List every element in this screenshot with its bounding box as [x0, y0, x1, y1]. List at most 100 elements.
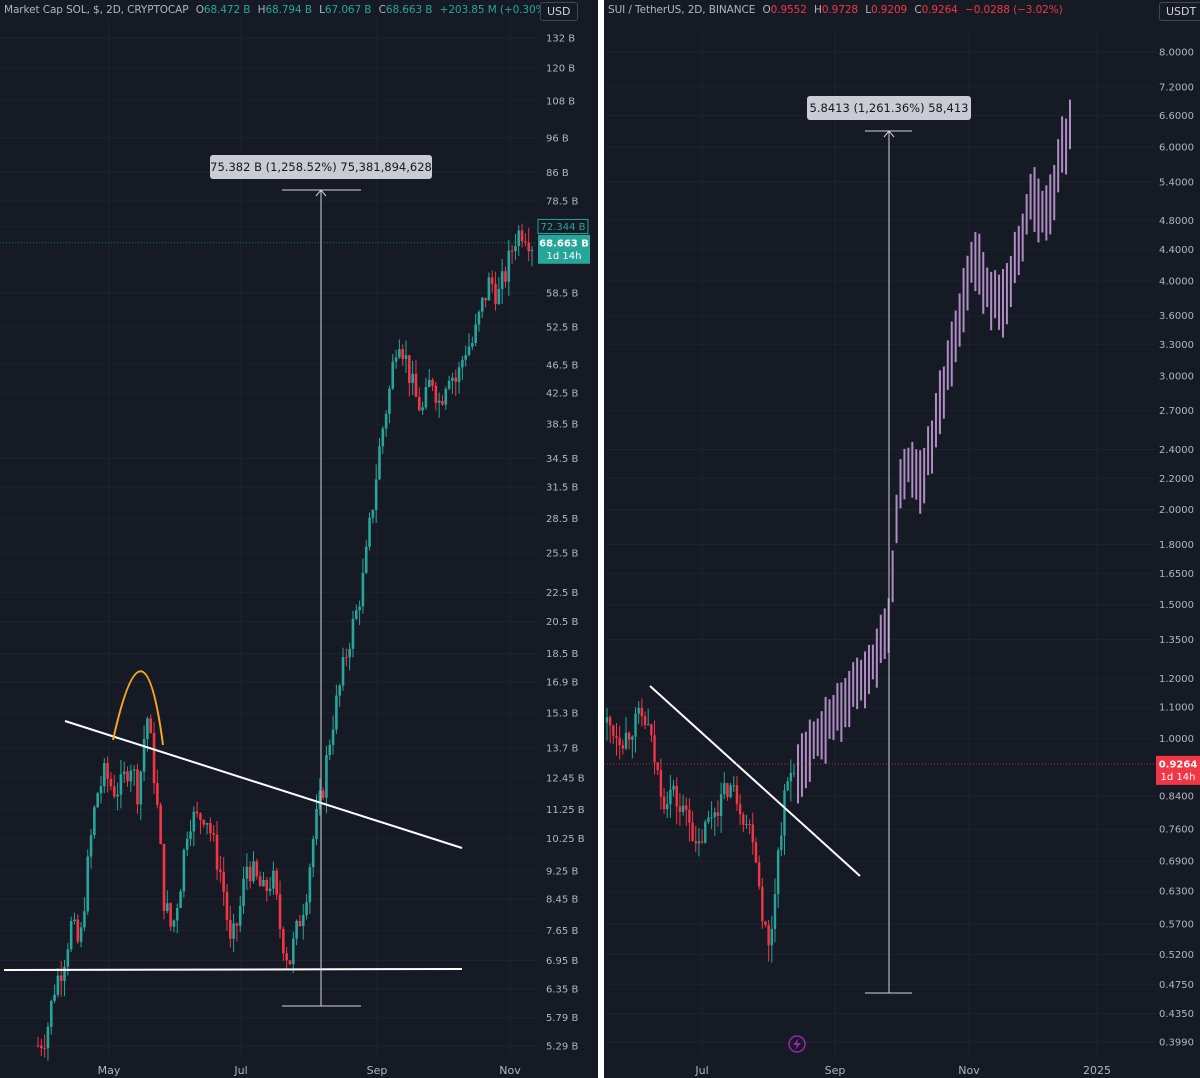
sui-high-value: 0.9728	[821, 4, 858, 16]
sui-candle-body	[729, 785, 732, 798]
sui-y-tick-label: 6.6000	[1159, 111, 1194, 122]
sui-candle-body	[659, 770, 663, 797]
sol-y-tick-label: 12.45 B	[546, 773, 585, 784]
sol-candle-body	[295, 921, 298, 939]
sol-candle-body	[345, 657, 348, 659]
sol-candle-body	[348, 648, 351, 658]
sol-x-tick-label: Jul	[233, 1064, 247, 1077]
sui-candle-body	[624, 732, 628, 749]
sol-candle-body	[46, 1026, 50, 1049]
sol-candle-body	[434, 385, 438, 403]
sui-candle-body	[764, 921, 767, 926]
sol-candle-body	[235, 923, 239, 926]
sol-support-line	[3, 968, 463, 971]
sui-candle-body	[757, 862, 761, 887]
sui-low-label: L	[865, 4, 871, 16]
sui-candle-body	[742, 814, 745, 825]
sui-currency-button[interactable]: USDT	[1159, 2, 1200, 21]
sol-candle-body	[255, 861, 259, 877]
sui-measure-arrow	[883, 130, 895, 138]
sui-change-value: −0.0288 (−3.02%)	[965, 4, 1063, 16]
sol-candle-body	[461, 359, 464, 368]
sol-candle-body	[93, 807, 96, 836]
sol-candle-body	[49, 1000, 53, 1027]
sui-y-tick-label: 0.7600	[1159, 825, 1194, 836]
sol-measure-label-box: 75.382 B (1,258.52%) 75,381,894,628	[210, 155, 432, 179]
sol-chart-canvas[interactable]: 132 B 120 B 108 B 96 B 86 B 78.5 B 58.5 B 52.5 …	[0, 0, 598, 1078]
sol-candle-body	[421, 407, 424, 411]
sol-y-tick-label: 6.35 B	[546, 984, 578, 995]
sui-y-tick-label: 3.0000	[1159, 371, 1194, 382]
sol-candle-body	[401, 349, 404, 359]
sol-candle-body	[195, 811, 199, 814]
sui-usdt-chart[interactable]: 8.0000 7.2000 6.6000 6.0000 5.4000 4.8000 4.40…	[604, 0, 1200, 1078]
sol-candle-body	[242, 878, 245, 906]
sui-candle-body	[735, 785, 739, 805]
sui-candle-body	[666, 804, 669, 810]
sol-candle-body	[457, 367, 461, 382]
sol-measure-label: 75.382 B (1,258.52%) 75,381,894,628	[210, 160, 432, 174]
sol-candle-body	[524, 241, 527, 243]
sui-chart-canvas[interactable]: 8.0000 7.2000 6.6000 6.0000 5.4000 4.8000 4.40…	[604, 0, 1200, 1078]
sol-candle-body	[132, 769, 136, 771]
sol-candle-body	[285, 953, 288, 961]
sol-y-tick-label: 20.5 B	[546, 617, 578, 628]
sui-price-tag: 0.9264	[1159, 759, 1198, 770]
sol-candle-body	[361, 572, 365, 607]
sol-candle-body	[335, 695, 338, 730]
sol-candle-body	[437, 400, 441, 403]
sol-candle-body	[301, 915, 305, 927]
sol-candle-body	[477, 311, 481, 325]
sol-close-label: C	[378, 4, 386, 16]
sui-candle-body	[707, 817, 710, 822]
sol-y-tick-label: 6.95 B	[546, 956, 578, 967]
sol-candle-body	[338, 685, 342, 696]
sol-candle-body	[56, 975, 60, 995]
sol-y-tick-label: 58.5 B	[546, 288, 578, 299]
sol-candle-body	[228, 919, 232, 939]
sui-x-tick-label: 2025	[1083, 1064, 1111, 1077]
sol-high-label: H	[257, 4, 266, 16]
sui-y-tick-label: 0.3990	[1159, 1038, 1194, 1049]
sol-candle-body	[63, 966, 66, 981]
sui-candle-body	[700, 841, 704, 843]
sol-candle-body	[89, 835, 93, 857]
sol-candle-body	[341, 657, 345, 686]
sui-y-tick-label: 7.2000	[1159, 82, 1194, 93]
lightning-icon[interactable]	[788, 1035, 806, 1053]
sol-y-tick-label: 15.3 B	[546, 709, 578, 720]
sol-candle-body	[371, 509, 375, 518]
sol-candle-body	[325, 755, 328, 798]
sui-candle-body	[761, 886, 764, 922]
sol-candle-body	[232, 923, 235, 939]
sol-upper-price-tag: 72.344 B	[540, 222, 585, 233]
sol-candle-body	[414, 373, 418, 397]
sol-candle-body	[278, 894, 282, 930]
sol-candle-body	[431, 379, 434, 386]
sol-candle-body	[209, 823, 212, 834]
sol-candle-body	[106, 763, 109, 779]
sui-candle-body	[792, 772, 796, 774]
sol-candle-body	[238, 905, 242, 926]
sol-price-tag: 68.663 B	[539, 238, 589, 249]
sui-candle-body	[691, 822, 694, 842]
sui-candle-body	[710, 817, 713, 819]
lightning-icon-bolt	[793, 1038, 801, 1050]
sui-candle-body	[776, 850, 780, 895]
sol-market-cap-chart[interactable]: 132 B 120 B 108 B 96 B 86 B 78.5 B 58.5 B 52.5 …	[0, 0, 598, 1078]
sol-high-value: 68.794 B	[265, 4, 312, 16]
sol-candle-body	[96, 793, 99, 808]
sol-candle-body	[136, 769, 139, 805]
sui-y-tick-label: 4.0000	[1159, 276, 1194, 287]
sol-legend-title: Market Cap SOL, $, 2D, CRYPTOCAP	[4, 4, 189, 16]
panel-divider[interactable]	[598, 0, 604, 1078]
sui-price-timer: 1d 14h	[1161, 772, 1196, 783]
sui-y-tick-label: 1.1000	[1159, 703, 1194, 714]
sol-candle-body	[411, 373, 414, 383]
sui-candle-body	[612, 725, 615, 736]
sol-candle-body	[59, 975, 63, 981]
sol-low-label: L	[319, 4, 325, 16]
sol-price-timer: 1d 14h	[547, 251, 582, 262]
sui-candle-body	[770, 928, 774, 946]
sol-currency-button[interactable]: USD	[540, 2, 578, 21]
